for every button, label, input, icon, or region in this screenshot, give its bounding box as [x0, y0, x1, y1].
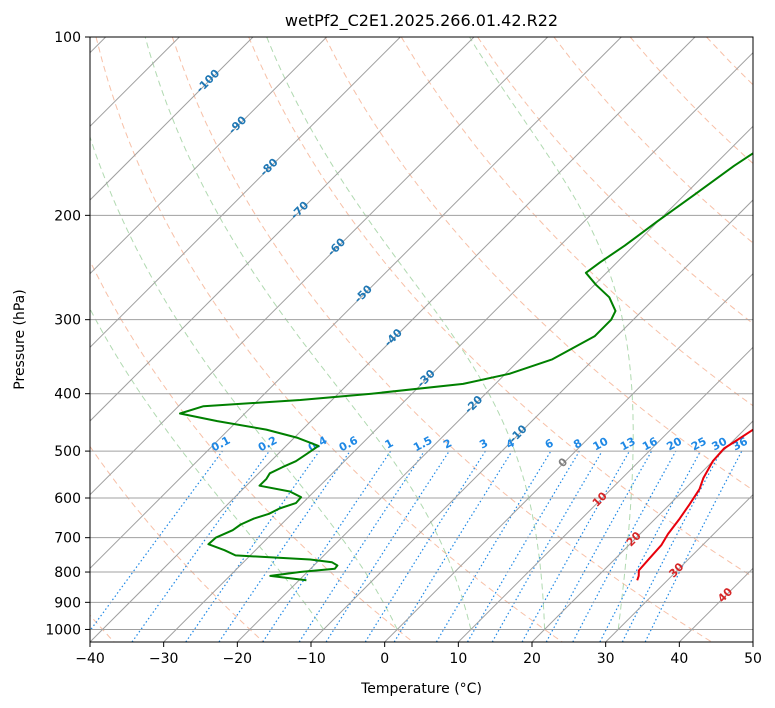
y-tick-label: 400 — [54, 387, 81, 403]
isotherm-line — [90, 37, 328, 275]
x-tick-label: 50 — [744, 651, 762, 667]
mixing-ratio-line — [131, 450, 270, 642]
mixing-ratio-line — [572, 450, 677, 642]
mixing-ratio-lines — [90, 450, 743, 642]
x-tick-label: 20 — [523, 651, 541, 667]
mixing-ratio-line — [298, 450, 425, 642]
x-tick-label: 0 — [380, 651, 389, 667]
y-tick-label: 200 — [54, 208, 81, 224]
moist-adiabats — [90, 37, 634, 630]
mixing-ratio-label: 20 — [664, 435, 684, 454]
x-tick-label: 30 — [597, 651, 615, 667]
y-axis: 100 200 300 400 500 600 700 800 900 1000 — [45, 30, 90, 638]
x-tick-label: −10 — [296, 651, 326, 667]
mixing-ratio-label: 16 — [640, 435, 660, 454]
moist-adiabat-line — [266, 37, 546, 630]
isotherm-line — [90, 37, 622, 570]
mixing-ratio-label: 25 — [689, 435, 709, 454]
isotherm-line — [457, 346, 753, 642]
plot-frame — [89, 36, 754, 643]
x-tick-label: −30 — [149, 651, 179, 667]
isotherm-line — [384, 272, 753, 642]
x-tick-label: −40 — [75, 651, 105, 667]
moist-adiabat-line — [90, 308, 324, 630]
mixing-ratio-line — [262, 450, 392, 642]
mixing-ratio-line — [644, 450, 743, 642]
y-tick-label: 100 — [54, 30, 81, 46]
mixing-ratio-line — [545, 450, 653, 642]
y-tick-label: 300 — [54, 313, 81, 329]
y-tick-label: 600 — [54, 491, 81, 507]
isotherm-grid — [90, 37, 753, 642]
x-axis-label: Temperature (°C) — [360, 681, 482, 697]
mixing-ratio-line — [185, 450, 320, 642]
moist-adiabat-line — [144, 37, 472, 630]
mixing-ratio-label: 10 — [591, 435, 611, 454]
isotherm-line — [531, 420, 753, 642]
moist-adiabat-line — [469, 37, 634, 630]
pressure-grid — [90, 37, 753, 630]
isotherm-line — [605, 493, 753, 642]
isotherm-line — [90, 37, 401, 349]
mixing-ratio-line — [218, 450, 351, 642]
plot-area: -100-90-80-70-60-50-40-30-20-10010203040… — [90, 37, 753, 642]
moist-adiabat-line — [90, 135, 398, 630]
x-tick-label: 40 — [670, 651, 688, 667]
y-tick-label: 1000 — [45, 622, 81, 638]
isotherm-line — [163, 51, 753, 642]
chart-title: wetPf2_C2E1.2025.266.01.42.R22 — [285, 11, 558, 31]
y-tick-label: 900 — [54, 595, 81, 611]
mixing-ratio-line — [521, 450, 631, 642]
dry-adiabat-line — [248, 37, 753, 578]
isotherm-line — [90, 37, 475, 422]
mixing-ratio-line — [393, 450, 513, 642]
y-tick-label: 700 — [54, 531, 81, 547]
isotherm-line — [90, 37, 254, 201]
dry-adiabat-line — [324, 37, 753, 491]
isotherm-line — [90, 37, 696, 642]
dry-adiabat-line — [95, 37, 563, 642]
isotherm-line — [310, 199, 753, 642]
mixing-ratio-line — [90, 450, 223, 632]
y-axis-label: Pressure (hPa) — [12, 289, 28, 389]
series-lines — [179, 152, 753, 582]
mixing-ratio-line — [325, 450, 450, 642]
x-tick-label: −20 — [223, 651, 253, 667]
y-tick-label: 500 — [54, 444, 81, 460]
mixing-ratio-label: 13 — [618, 435, 638, 454]
isotherm-line — [236, 125, 753, 642]
isotherm-line — [90, 37, 549, 496]
y-tick-label: 800 — [54, 565, 81, 581]
temperature-profile-line — [636, 428, 753, 581]
x-tick-label: 10 — [449, 651, 467, 667]
dry-adiabat-line — [477, 37, 753, 325]
x-axis: −40 −30 −20 −10 0 10 20 30 40 50 — [75, 642, 762, 667]
mixing-ratio-label: 36 — [730, 435, 750, 454]
dry-adiabat-line — [90, 445, 264, 642]
dewpoint-profile-line — [179, 152, 753, 582]
